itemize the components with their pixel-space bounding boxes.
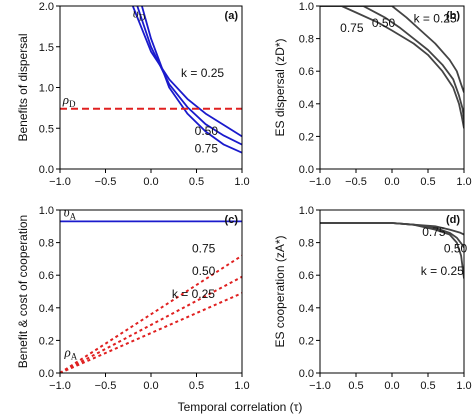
annotation-label: ρA	[64, 345, 78, 362]
y-tick-label: 0.8	[299, 34, 314, 46]
y-tick-label: 0.2	[299, 335, 314, 347]
series-line-4	[60, 292, 242, 373]
x-tick-label: 0.5	[189, 176, 204, 188]
y-tick-label: 0.6	[299, 66, 314, 78]
x-tick-label: −1.0	[49, 176, 71, 188]
x-tick-label: 0.5	[420, 380, 435, 392]
series-line-3	[141, 6, 242, 154]
panel-label: (c)	[225, 214, 239, 226]
y-tick-label: 1.0	[39, 83, 54, 95]
annotation-subscript: A	[71, 352, 78, 362]
x-axis-label: Temporal correlation (τ)	[178, 400, 303, 414]
annotation-subscript: D	[139, 12, 146, 22]
annotation-subscript: D	[69, 99, 76, 109]
y-tick-label: 0.4	[299, 303, 314, 315]
y-tick-label: 0.8	[39, 238, 54, 250]
chart-panel-3: −1.0 −0.5 0.0 0.5 1.0 0.0 0.2 0.4 0.6 0.8 1.0 Benef…	[16, 205, 250, 392]
y-tick-label: 0.6	[299, 270, 314, 282]
x-tick-label: −1.0	[49, 380, 71, 392]
series-line-2	[136, 6, 242, 146]
panel-label: (b)	[446, 10, 460, 22]
y-tick-label: 1.5	[39, 42, 54, 54]
x-tick-label: 1.0	[234, 176, 249, 188]
y-tick-label: 0.8	[299, 238, 314, 250]
annotation-label: υD	[133, 5, 146, 22]
x-tick-label: −1.0	[309, 380, 331, 392]
annotation-label: k = 0.25	[172, 287, 215, 301]
annotation-label: 0.75	[422, 225, 446, 239]
y-axis-label: Benefit & cost of cooperation	[16, 215, 30, 368]
y-tick-label: 2.0	[39, 1, 54, 13]
y-tick-label: 0.4	[299, 99, 314, 111]
x-tick-label: −0.5	[95, 380, 117, 392]
chart-panel-2: −1.0 −0.5 0.0 0.5 1.0 0.0 0.2 0.4 0.6 0.8 1.0 ES di…	[273, 1, 472, 188]
x-tick-label: 1.0	[234, 380, 249, 392]
series-line-2	[320, 6, 464, 121]
x-tick-label: 0.5	[348, 380, 363, 392]
series-line-3	[320, 6, 464, 93]
x-tick-label: −1.0	[309, 176, 331, 188]
annotation-label: 0.50	[444, 241, 468, 255]
y-tick-label: 0.2	[39, 335, 54, 347]
annotation-label: 0.75	[192, 241, 216, 255]
annotation-label: 0.50	[192, 264, 216, 278]
annotation-label: 0.75	[340, 21, 364, 35]
x-tick-label: 1.0	[456, 380, 471, 392]
series-line-1	[131, 6, 242, 138]
y-tick-label: 0.2	[299, 131, 314, 143]
chart-panel-4: −1.0 0.5 0.0 0.5 1.0 0.0 0.2 0.4 0.6 0.8 1.0 ES coo…	[273, 205, 472, 392]
y-axis-label: Benefits of dispersal	[16, 33, 30, 141]
annotation-label: k = 0.25	[421, 264, 464, 278]
annotation-label: 0.50	[195, 124, 219, 138]
x-tick-label: −0.5	[345, 176, 367, 188]
y-tick-label: 0.4	[39, 303, 54, 315]
y-tick-label: 0.0	[39, 368, 54, 380]
y-tick-label: 0.6	[39, 270, 54, 282]
y-tick-label: 0.0	[299, 164, 314, 176]
x-tick-label: 0.0	[384, 176, 399, 188]
x-tick-label: 0.5	[189, 380, 204, 392]
chart-panel-1: −1.0 −0.5 0.0 0.5 1.0 0.0 0.5 1.0 1.5 2.0 Benefits…	[16, 1, 250, 188]
annotation-label: υA	[64, 205, 77, 222]
annotation-label: ρD	[62, 92, 76, 109]
y-tick-label: 0.5	[39, 123, 54, 135]
y-tick-label: 0.0	[299, 368, 314, 380]
annotation-label: k = 0.25	[181, 66, 224, 80]
y-tick-label: 1.0	[299, 1, 314, 13]
y-axis-label: ES cooperation (zA*)	[273, 235, 287, 347]
series-line-3	[320, 222, 464, 279]
x-tick-label: 1.0	[456, 176, 471, 188]
x-tick-label: −0.5	[95, 176, 117, 188]
x-tick-label: 0.0	[143, 380, 158, 392]
series-line-2	[60, 254, 242, 373]
x-tick-label: 0.0	[143, 176, 158, 188]
series-line-3	[60, 275, 242, 373]
annotation-label: k = 0.25	[414, 11, 457, 25]
y-axis-label: ES dispersal (zD*)	[273, 38, 287, 136]
panel-label: (d)	[446, 214, 460, 226]
y-tick-label: 1.0	[299, 205, 314, 217]
x-tick-label: 0.0	[384, 380, 399, 392]
y-tick-label: 0.0	[39, 164, 54, 176]
annotation-label: 0.75	[195, 142, 219, 156]
annotation-label: 0.50	[372, 16, 396, 30]
series-line-1	[320, 6, 464, 129]
y-tick-label: 1.0	[39, 205, 54, 217]
annotation-subscript: A	[70, 212, 77, 222]
panel-label: (a)	[225, 10, 239, 22]
x-tick-label: 0.5	[420, 176, 435, 188]
